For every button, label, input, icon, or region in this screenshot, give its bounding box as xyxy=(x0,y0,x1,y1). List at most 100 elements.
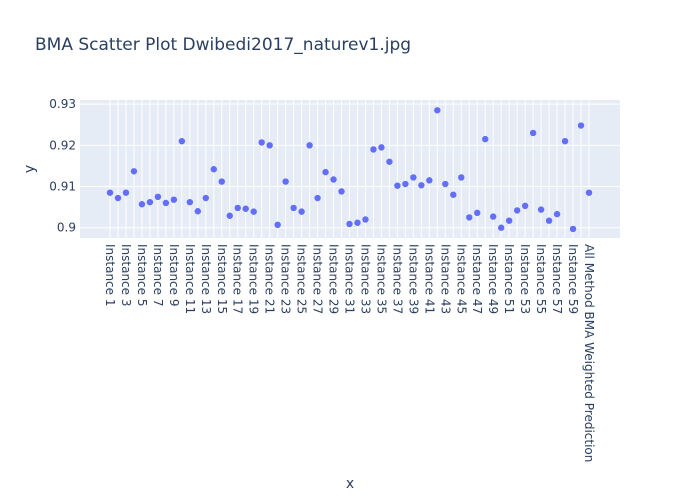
data-point xyxy=(162,199,170,207)
data-point xyxy=(154,193,162,201)
data-point xyxy=(282,178,289,185)
data-point xyxy=(569,225,577,233)
data-point xyxy=(577,122,585,129)
x-tick-label: Instance 41 xyxy=(422,244,436,314)
x-tick-label: Instance 49 xyxy=(486,244,500,314)
data-point xyxy=(330,176,337,183)
data-point xyxy=(513,207,521,214)
y-tick-label: 0.93 xyxy=(49,97,76,111)
data-point xyxy=(394,182,401,189)
data-point xyxy=(234,204,241,212)
x-tick-label: Instance 39 xyxy=(406,244,420,314)
y-tick-label: 0.92 xyxy=(49,138,76,152)
data-point xyxy=(362,216,369,223)
data-point xyxy=(250,208,257,215)
data-point xyxy=(474,209,481,217)
data-point xyxy=(130,168,138,175)
data-point xyxy=(418,182,425,189)
data-point xyxy=(322,168,329,176)
x-tick-label: Instance 43 xyxy=(438,244,452,314)
x-tick-label: Instance 27 xyxy=(311,244,325,314)
x-tick-label: Instance 3 xyxy=(119,244,133,307)
y-tick-label: 0.91 xyxy=(49,180,76,194)
x-tick-label: Instance 29 xyxy=(327,244,341,314)
data-point xyxy=(346,220,353,228)
data-point xyxy=(122,189,130,196)
data-point xyxy=(274,221,281,229)
x-tick-label: Instance 53 xyxy=(518,244,532,314)
x-tick-label: Instance 33 xyxy=(358,244,372,314)
data-point xyxy=(434,107,441,114)
data-point xyxy=(410,174,417,181)
x-tick-label: Instance 25 xyxy=(295,244,309,314)
chart-title: BMA Scatter Plot Dwibedi2017_naturev1.jp… xyxy=(35,35,411,55)
data-point xyxy=(466,214,473,221)
data-point xyxy=(178,137,186,145)
data-point xyxy=(378,144,385,151)
x-tick-label: Instance 59 xyxy=(566,244,580,314)
data-point xyxy=(210,166,217,173)
data-point xyxy=(202,194,209,202)
data-point xyxy=(290,204,297,212)
x-tick-label: Instance 7 xyxy=(151,244,165,307)
x-tick-label: Instance 45 xyxy=(454,244,468,314)
data-point xyxy=(450,191,457,198)
y-axis-title: y xyxy=(22,165,38,173)
x-tick-label: Instance 57 xyxy=(550,244,564,314)
data-point xyxy=(314,194,321,202)
data-point xyxy=(497,224,505,231)
x-tick-label: Instance 23 xyxy=(279,244,293,314)
data-point xyxy=(258,139,265,146)
data-point xyxy=(138,201,146,208)
data-point xyxy=(521,202,529,210)
x-tick-label: Instance 13 xyxy=(199,244,213,314)
data-point xyxy=(186,198,194,206)
y-tick-label: 0.9 xyxy=(57,221,76,235)
data-point xyxy=(218,178,225,185)
data-point xyxy=(537,206,545,213)
data-point xyxy=(442,180,449,188)
data-point xyxy=(242,205,249,212)
x-tick-label: Instance 51 xyxy=(502,244,516,314)
data-point xyxy=(114,194,122,202)
data-point xyxy=(561,137,569,145)
x-tick-label: Instance 11 xyxy=(183,244,197,314)
data-point xyxy=(146,198,154,206)
y-axis-ticks: 0.9 0.91 0.92 0.93 xyxy=(49,97,76,235)
data-point xyxy=(490,213,497,220)
x-tick-label: Instance 1 xyxy=(103,244,117,307)
data-point xyxy=(458,174,465,181)
data-point xyxy=(553,210,561,218)
x-tick-label: Instance 15 xyxy=(215,244,229,314)
x-tick-label: Instance 35 xyxy=(374,244,388,314)
x-tick-label: Instance 47 xyxy=(470,244,484,314)
data-point xyxy=(306,142,313,149)
data-point xyxy=(585,189,593,196)
x-tick-label: Instance 37 xyxy=(390,244,404,314)
data-points xyxy=(106,107,593,233)
x-tick-label: Instance 55 xyxy=(534,244,548,314)
data-point xyxy=(298,208,305,215)
data-point xyxy=(529,129,537,137)
data-point xyxy=(402,180,409,188)
data-point xyxy=(482,135,489,143)
data-point xyxy=(106,189,114,196)
x-tick-label: All Method BMA Weighted Prediction xyxy=(582,244,596,462)
x-tick-label: Instance 17 xyxy=(231,244,245,314)
data-point xyxy=(338,188,345,195)
data-point xyxy=(370,146,377,153)
data-point xyxy=(170,196,178,203)
x-axis-ticks: Instance 1 Instance 3 Instance 5 Instance 7… xyxy=(103,244,596,462)
x-tick-label: Instance 9 xyxy=(167,244,181,307)
data-point xyxy=(194,208,202,215)
data-point xyxy=(505,217,513,224)
x-tick-label: Instance 5 xyxy=(135,244,149,307)
x-tick-label: Instance 31 xyxy=(343,244,357,314)
x-axis-title: x xyxy=(346,476,354,492)
x-tick-label: Instance 19 xyxy=(247,244,261,314)
data-point xyxy=(386,158,393,165)
data-point xyxy=(226,212,233,219)
data-point xyxy=(354,219,361,226)
data-point xyxy=(426,177,433,184)
